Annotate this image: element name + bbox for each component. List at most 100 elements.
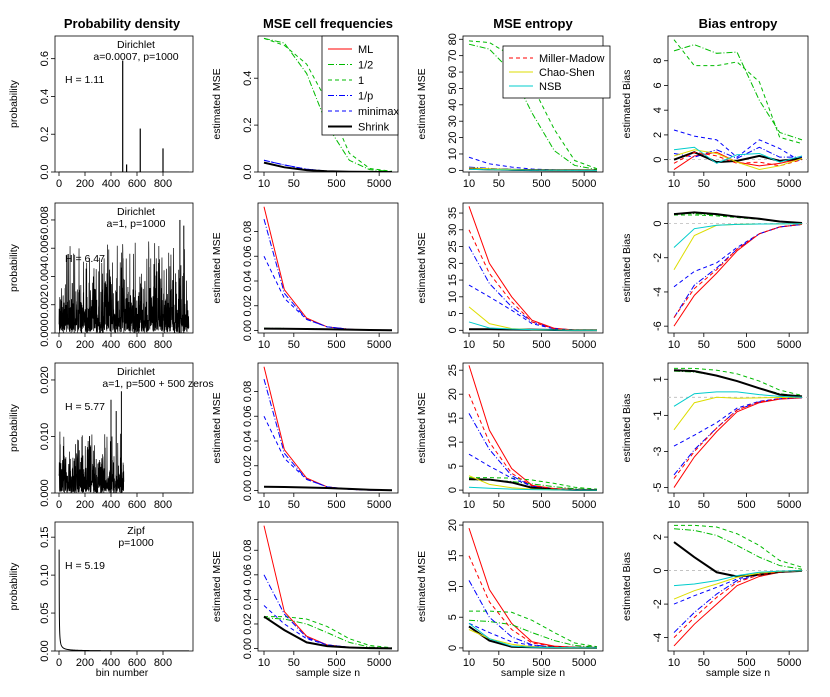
y-tick-label: 60 xyxy=(447,66,459,78)
y-axis-label: estimated Bias xyxy=(621,552,633,621)
plot-frame xyxy=(462,521,604,652)
y-tick-label: 5 xyxy=(447,311,459,317)
series-line-1 xyxy=(674,524,803,568)
y-axis-label: estimated Bias xyxy=(621,394,633,463)
series-line-miller-madow xyxy=(468,555,598,649)
x-tick-label: 50 xyxy=(698,657,710,669)
x-tick-label: 5000 xyxy=(572,178,596,190)
series-line-nsb xyxy=(673,146,803,164)
plot-area xyxy=(468,527,598,649)
series-line-1-2 xyxy=(468,619,598,648)
x-tick-label: 10 xyxy=(668,339,680,351)
x-tick-label: 50 xyxy=(288,499,300,511)
y-tick-label: 5 xyxy=(447,463,459,469)
x-tick-label: 5000 xyxy=(367,657,391,669)
x-tick-label: 50 xyxy=(493,657,505,669)
x-axis-label-sample-3: sample size n xyxy=(706,667,770,679)
series-line-minimax xyxy=(468,284,598,331)
series-line-miller-madow xyxy=(468,393,598,491)
y-axis-label: estimated MSE xyxy=(416,68,428,139)
x-tick-label: 200 xyxy=(76,339,94,351)
x-tick-label: 50 xyxy=(288,339,300,351)
x-tick-label: 800 xyxy=(154,499,172,511)
density-annotation-model: Zipf xyxy=(127,525,145,537)
legend-label-5: Shrink xyxy=(358,122,390,134)
y-axis-label: probability xyxy=(8,79,20,128)
x-tick-label: 500 xyxy=(532,339,550,351)
x-tick-label: 5000 xyxy=(777,657,801,669)
series-line-1-p xyxy=(673,146,802,159)
legend-label-0: Miller-Madow xyxy=(539,53,604,65)
series-line-minimax xyxy=(673,397,803,447)
y-tick-label: 0.00 xyxy=(242,480,254,501)
y-tick-label: 0.06 xyxy=(242,406,254,427)
y-tick-label: 0 xyxy=(447,645,459,651)
y-tick-label: -4 xyxy=(652,287,664,297)
x-tick-label: 5000 xyxy=(572,339,596,351)
y-tick-label: 0.000 xyxy=(39,319,51,347)
legend-label-4: minimax xyxy=(358,106,399,118)
series-line-nsb xyxy=(673,223,803,248)
density-annotation-entropy: H = 6.47 xyxy=(65,253,105,265)
y-tick-label: 0.004 xyxy=(39,263,51,291)
series-line-ml xyxy=(468,206,598,331)
legend-label-0: ML xyxy=(358,44,373,56)
x-tick-label: 10 xyxy=(258,178,270,190)
y-tick-label: 0.2 xyxy=(242,117,254,132)
series-line-shrink xyxy=(263,161,393,172)
column-title-mse-entropy: MSE entropy xyxy=(493,16,573,31)
series-line-1-p xyxy=(263,218,393,331)
legend-label-2: NSB xyxy=(539,81,562,93)
y-tick-label: 0.00 xyxy=(242,320,254,341)
x-tick-label: 600 xyxy=(128,339,146,351)
density-annotation-model: Dirichlet xyxy=(117,366,155,378)
y-tick-label: 0.4 xyxy=(242,71,254,86)
y-tick-label: -1 xyxy=(652,410,664,420)
series-line-nsb xyxy=(673,570,803,587)
panel-r2-c1: 10 50 500 5000 0.00 0.02 0.04 0.06 0.08 estimated… xyxy=(211,362,399,511)
series-line-miller-madow xyxy=(673,397,803,479)
x-tick-label: 50 xyxy=(493,499,505,511)
plot-area xyxy=(263,525,393,650)
column-title-density: Probability density xyxy=(64,16,181,31)
x-tick-label: 10 xyxy=(258,657,270,669)
y-tick-label: 0.6 xyxy=(39,51,51,66)
series-line-ml xyxy=(673,397,803,488)
y-tick-label: 0 xyxy=(447,327,459,333)
y-tick-label: 15 xyxy=(447,550,459,562)
y-tick-label: 0.4 xyxy=(39,89,51,104)
x-tick-label: 400 xyxy=(102,499,120,511)
x-tick-label: 50 xyxy=(493,339,505,351)
plot-area xyxy=(58,391,189,493)
series-line-1 xyxy=(264,616,393,649)
y-tick-label: 10 xyxy=(447,436,459,448)
series-line-1-2 xyxy=(468,43,598,171)
x-tick-label: 500 xyxy=(532,178,550,190)
y-tick-label: 2 xyxy=(652,132,664,138)
y-tick-label: 0.15 xyxy=(39,526,51,547)
series-line-minimax xyxy=(673,570,803,605)
series-line-shrink xyxy=(263,327,393,332)
plot-area xyxy=(468,206,598,332)
series-line-1-p xyxy=(263,378,393,491)
series-line-chao-shen xyxy=(468,306,598,331)
x-tick-label: 500 xyxy=(327,657,345,669)
y-axis-label: estimated MSE xyxy=(211,232,223,303)
y-tick-label: 0.05 xyxy=(39,602,51,623)
y-tick-label: 0 xyxy=(447,487,459,493)
y-tick-label: -2 xyxy=(652,253,664,263)
series-line-shrink xyxy=(263,615,393,650)
series-line-shrink xyxy=(673,369,803,398)
plot-frame xyxy=(257,202,399,334)
y-tick-label: 0.02 xyxy=(242,295,254,316)
y-tick-label: 4 xyxy=(652,107,664,113)
legend-box xyxy=(321,35,399,136)
y-tick-label: 0.0 xyxy=(39,164,51,179)
density-line xyxy=(58,549,189,651)
series-line-1 xyxy=(468,40,598,170)
series-line-minimax xyxy=(673,223,803,288)
density-annotation-model: Dirichlet xyxy=(117,39,155,51)
y-axis-label: estimated MSE xyxy=(211,392,223,463)
plot-area xyxy=(468,365,598,492)
